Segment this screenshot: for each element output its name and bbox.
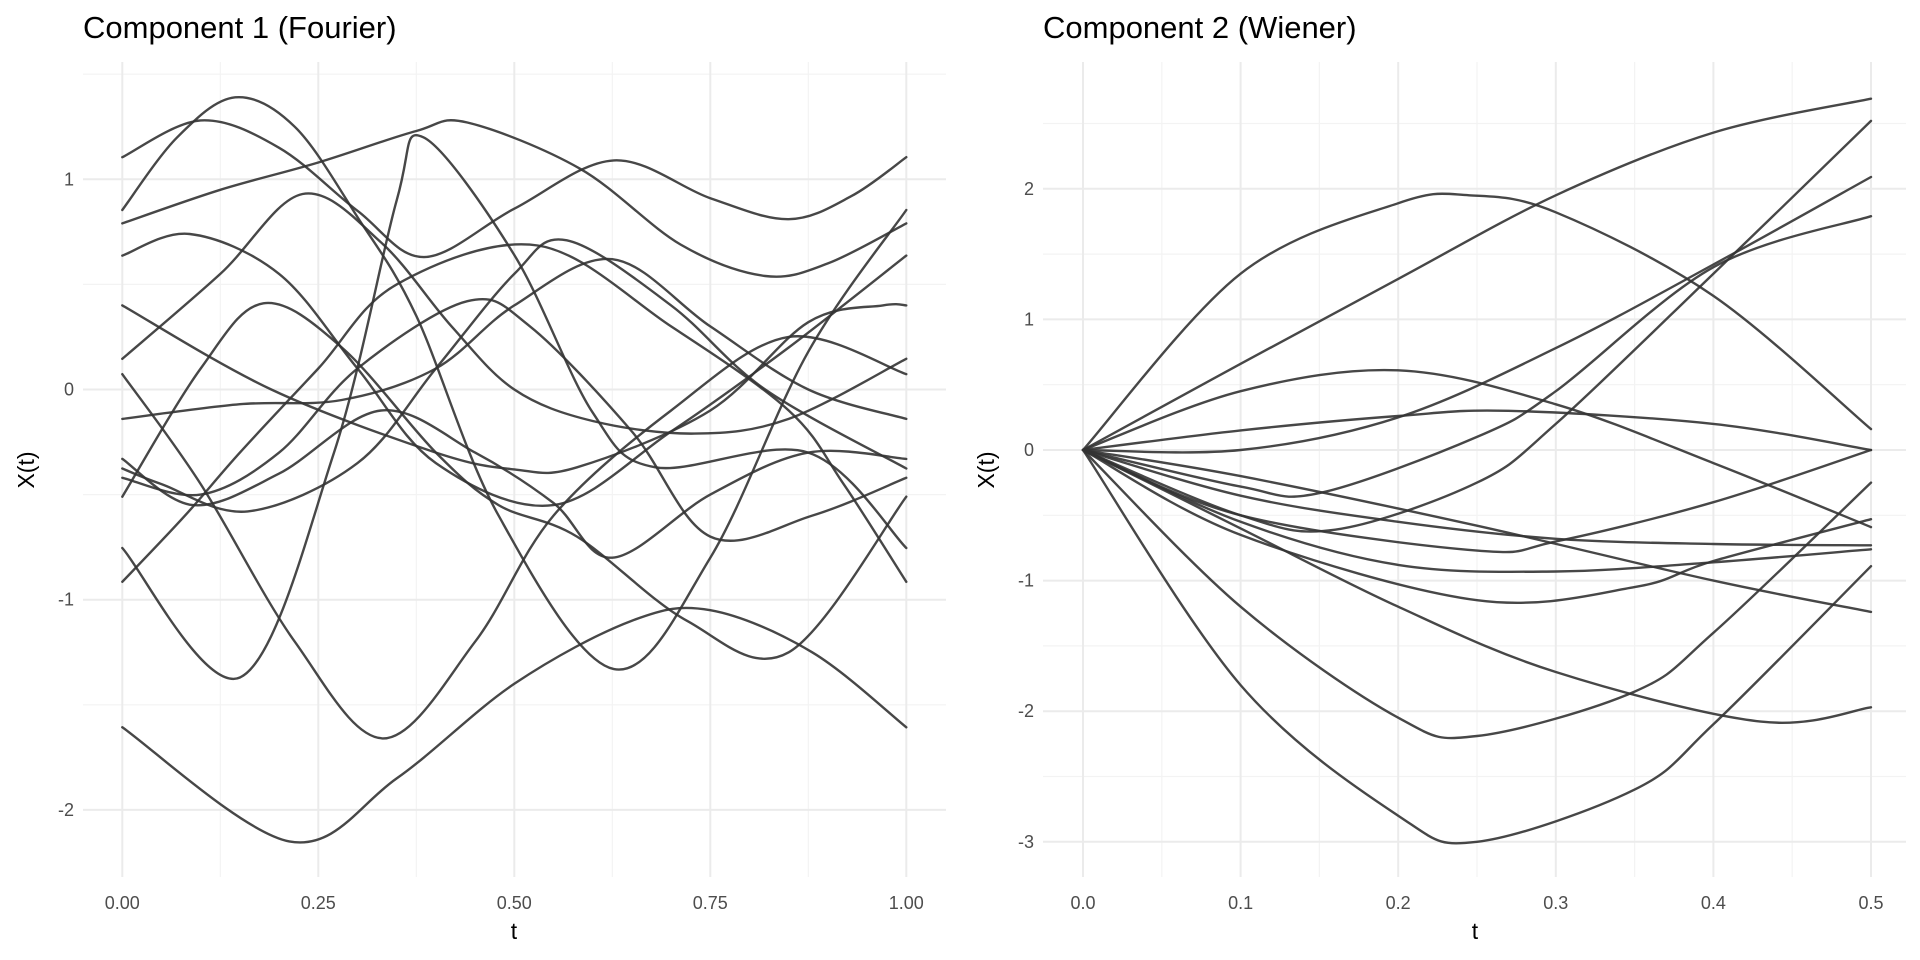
y-tick-label: 1 [1024, 309, 1034, 329]
series-line [121, 134, 908, 681]
y-tick-labels: 1 0 -1 -2 [58, 169, 74, 820]
x-tick-label: 0.0 [1070, 893, 1095, 913]
series-line [121, 297, 908, 542]
panel-title: Component 2 (Wiener) [1043, 10, 1357, 45]
y-tick-label: 0 [1024, 440, 1034, 460]
x-tick-label: 0.25 [301, 893, 336, 913]
y-tick-label: -2 [1018, 701, 1034, 721]
x-tick-labels: 0.0 0.1 0.2 0.3 0.4 0.5 [1070, 893, 1883, 913]
series-line [121, 302, 908, 475]
series-line [121, 335, 908, 740]
curves [1081, 97, 1873, 845]
series-line [1081, 97, 1873, 452]
series-line [1081, 448, 1873, 547]
y-axis-title: X(t) [973, 451, 999, 488]
y-tick-label: -2 [58, 800, 74, 820]
series-line [1081, 409, 1873, 452]
x-tick-label: 0.1 [1228, 893, 1253, 913]
series-line [121, 301, 908, 660]
x-tick-label: 1.00 [889, 893, 924, 913]
x-tick-label: 0.4 [1701, 893, 1726, 913]
x-tick-labels: 0.00 0.25 0.50 0.75 1.00 [105, 893, 924, 913]
fourier-panel: Component 1 (Fourier) 1 0 -1 -2 0.00 0.25 0.5… [13, 10, 946, 944]
y-tick-label: -1 [1018, 571, 1034, 591]
x-tick-label: 0.50 [497, 893, 532, 913]
curves [121, 96, 908, 844]
series-line [121, 257, 908, 421]
x-tick-label: 0.75 [693, 893, 728, 913]
series-line [121, 119, 908, 259]
series-line [121, 119, 908, 278]
series-line [1081, 215, 1873, 498]
x-axis-title: t [511, 918, 518, 944]
wiener-panel: Component 2 (Wiener) 2 1 0 -1 -2 -3 0.0 0.1 0.2… [973, 10, 1906, 944]
series-line [121, 192, 908, 435]
y-tick-label: 0 [64, 380, 74, 400]
series-line [1081, 448, 1873, 574]
panel-title: Component 1 (Fourier) [83, 10, 397, 45]
y-tick-label: -3 [1018, 832, 1034, 852]
series-line [121, 606, 908, 844]
x-axis-title: t [1472, 918, 1479, 944]
x-tick-label: 0.3 [1543, 893, 1568, 913]
x-tick-label: 0.2 [1386, 893, 1411, 913]
y-tick-labels: 2 1 0 -1 -2 -3 [1018, 179, 1034, 852]
y-axis-title: X(t) [13, 451, 39, 488]
x-tick-label: 0.5 [1858, 893, 1883, 913]
y-tick-label: 1 [64, 169, 74, 189]
series-line [1081, 448, 1873, 605]
x-tick-label: 0.00 [105, 893, 140, 913]
series-line [1081, 448, 1873, 554]
series-line [1081, 448, 1873, 845]
series-line [121, 409, 908, 559]
series-line [121, 243, 908, 583]
series-line [1081, 448, 1873, 724]
gridlines [1043, 62, 1906, 877]
y-tick-label: -1 [58, 590, 74, 610]
series-line [1081, 448, 1873, 740]
y-tick-label: 2 [1024, 179, 1034, 199]
series-line [1081, 192, 1873, 452]
